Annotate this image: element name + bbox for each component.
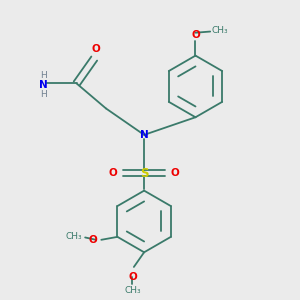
Text: N: N	[140, 130, 148, 140]
Text: O: O	[109, 168, 118, 178]
Text: CH₃: CH₃	[212, 26, 228, 35]
Text: S: S	[140, 167, 148, 179]
Text: CH₃: CH₃	[124, 286, 141, 295]
Text: O: O	[170, 168, 179, 178]
Text: O: O	[91, 44, 100, 54]
Text: H: H	[40, 71, 47, 80]
Text: CH₃: CH₃	[66, 232, 82, 242]
Text: N: N	[39, 80, 48, 90]
Text: H: H	[40, 90, 47, 99]
Text: O: O	[128, 272, 137, 282]
Text: O: O	[191, 30, 200, 40]
Text: O: O	[88, 235, 97, 245]
